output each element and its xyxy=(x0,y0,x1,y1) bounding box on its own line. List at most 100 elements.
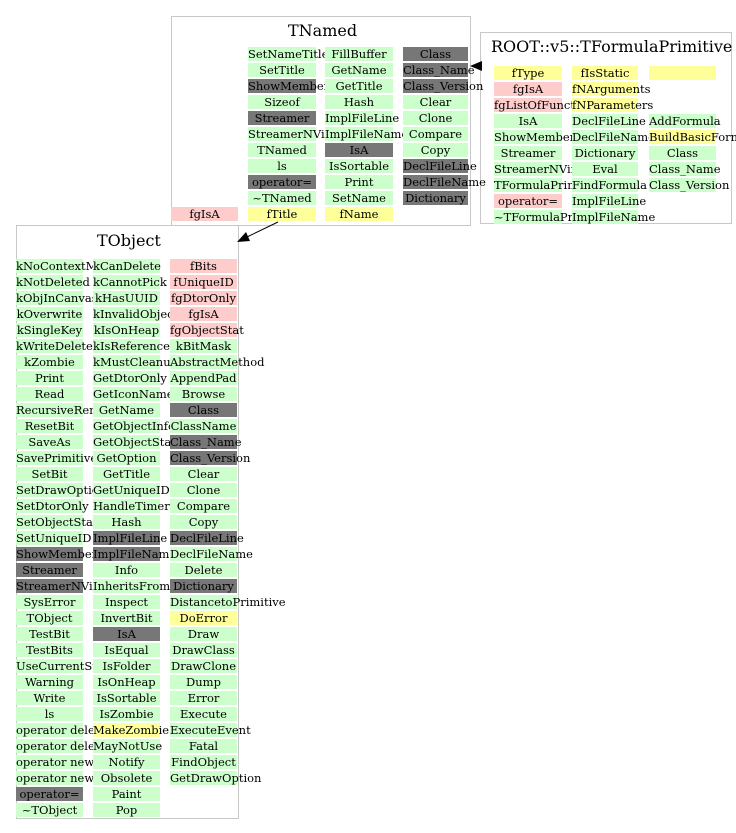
formula-member-buildbasicformulas: BuildBasicFormulas xyxy=(649,130,736,144)
tobject-member-iszombie: IsZombie xyxy=(93,707,160,721)
tobject-member-kisreferenced: kIsReferenced xyxy=(93,339,178,353)
formula-member-tformulaprimitive: TFormulaPrimitive xyxy=(494,178,604,192)
tobject-member-fbits: fBits xyxy=(170,259,237,273)
tobject-member-getobjectstat: GetObjectStat xyxy=(93,435,176,449)
formula-member-implfilename: ImplFileName xyxy=(572,210,656,224)
arrowhead-to-tnamed xyxy=(470,61,482,71)
tobject-member-print: Print xyxy=(16,371,83,385)
tobject-member-notify: Notify xyxy=(93,755,160,769)
tobject-member-isa: IsA xyxy=(93,627,160,641)
tobject-member-kinvalidobject: kInvalidObject xyxy=(93,307,179,321)
formula-member-empty xyxy=(649,98,716,112)
tobject-member-handletimer: HandleTimer xyxy=(93,499,170,513)
tobject-member-copy: Copy xyxy=(170,515,237,529)
tobject-member-tobject: ~TObject xyxy=(16,803,83,817)
tobject-title: TObject xyxy=(97,231,161,250)
tobject-member-kbitmask: kBitMask xyxy=(170,339,237,353)
tobject-member-hash: Hash xyxy=(93,515,160,529)
tobject-member-inspect: Inspect xyxy=(93,595,160,609)
tnamed-member-declfileline: DeclFileLine xyxy=(403,159,477,173)
tobject-member-gettitle: GetTitle xyxy=(93,467,160,481)
formula-member-fnarguments: fNArguments xyxy=(572,82,651,96)
tnamed-member-print: Print xyxy=(325,175,393,189)
tnamed-member-sizeof: Sizeof xyxy=(248,95,316,109)
tnamed-member-declfilename: DeclFileName xyxy=(403,175,486,189)
tobject-member-getobjectinfo: GetObjectInfo xyxy=(93,419,175,433)
tobject-member-isequal: IsEqual xyxy=(93,643,160,657)
tobject-member-saveprimitive: SavePrimitive xyxy=(16,451,98,465)
tobject-member-streamer: Streamer xyxy=(16,563,83,577)
tnamed-member-compare: Compare xyxy=(403,127,468,141)
tnamed-member-setnametitle: SetNameTitle xyxy=(248,47,329,61)
tnamed-member-fgisa: fgIsA xyxy=(171,207,238,221)
tobject-member-isfolder: IsFolder xyxy=(93,659,160,673)
tobject-member-testbit: TestBit xyxy=(16,627,83,641)
formula-member-ftype: fType xyxy=(494,66,562,80)
tnamed-member-gettitle: GetTitle xyxy=(325,79,393,93)
formula-member-class-name: Class_Name xyxy=(649,162,721,176)
formula-member-streamer: Streamer xyxy=(494,146,562,160)
tnamed-member-copy: Copy xyxy=(403,143,468,157)
tobject-member-koverwrite: kOverwrite xyxy=(16,307,83,321)
tobject-member-operator-delete: operator delete xyxy=(16,723,107,737)
tobject-member-setuniqueid: SetUniqueID xyxy=(16,531,92,545)
tobject-member-class-name: Class_Name xyxy=(170,435,242,449)
tobject-member-getdrawoption: GetDrawOption xyxy=(170,771,262,785)
tobject-member-showmembers: ShowMembers xyxy=(16,547,104,561)
tobject-member-funiqueid: fUniqueID xyxy=(170,275,237,289)
tobject-member-ksinglekey: kSingleKey xyxy=(16,323,83,337)
tnamed-title: TNamed xyxy=(288,21,358,40)
tobject-member-dump: Dump xyxy=(170,675,237,689)
tobject-member-ls: ls xyxy=(16,707,83,721)
tobject-member-obsolete: Obsolete xyxy=(93,771,160,785)
edge-tnamed-to-tobject xyxy=(246,221,279,238)
tnamed-member-ls: ls xyxy=(248,159,316,173)
tobject-member-drawclone: DrawClone xyxy=(170,659,237,673)
formula-member-class: Class xyxy=(649,146,716,160)
tobject-member-kisonheap: kIsOnHeap xyxy=(93,323,160,337)
tobject-member-class: Class xyxy=(170,403,237,417)
tobject-member-classname: ClassName xyxy=(170,419,237,433)
tobject-member-kcannotpick: kCannotPick xyxy=(93,275,167,289)
tnamed-member-implfileline: ImplFileLine xyxy=(325,111,400,125)
tobject-member-pop: Pop xyxy=(93,803,160,817)
tobject-member-syserror: SysError xyxy=(16,595,83,609)
formula-member-fisstatic: fIsStatic xyxy=(572,66,638,80)
tnamed-member-dictionary: Dictionary xyxy=(403,191,468,205)
tobject-member-execute: Execute xyxy=(170,707,237,721)
tnamed-member-showmembers: ShowMembers xyxy=(248,79,336,93)
tnamed-member-clear: Clear xyxy=(403,95,468,109)
formula-member-empty xyxy=(649,82,716,96)
tobject-member-tobject: TObject xyxy=(16,611,83,625)
tnamed-member-implfilename: ImplFileName xyxy=(325,127,409,141)
tobject-member-getoption: GetOption xyxy=(93,451,160,465)
tobject-member-setbit: SetBit xyxy=(16,467,83,481)
tnamed-member-tnamed: ~TNamed xyxy=(248,191,316,205)
formula-member-empty xyxy=(649,66,716,80)
tobject-member-setdrawoption: SetDrawOption xyxy=(16,483,107,497)
tnamed-member-class-version: Class_Version xyxy=(403,79,484,93)
tobject-member-kwritedelete: kWriteDelete xyxy=(16,339,93,353)
tobject-member-kmustcleanup: kMustCleanup xyxy=(93,355,178,369)
formula-member-addformula: AddFormula xyxy=(649,114,721,128)
tobject-member-setdtoronly: SetDtorOnly xyxy=(16,499,89,513)
tobject-member-error: Error xyxy=(170,691,237,705)
tobject-member-clone: Clone xyxy=(170,483,237,497)
tobject-member-compare: Compare xyxy=(170,499,237,513)
tobject-member-info: Info xyxy=(93,563,160,577)
tobject-member-class-version: Class_Version xyxy=(170,451,251,465)
tnamed-member-setname: SetName xyxy=(325,191,393,205)
tnamed-member-fname: fName xyxy=(325,207,393,221)
tobject-member-setobjectstat: SetObjectStat xyxy=(16,515,98,529)
tnamed-member-issortable: IsSortable xyxy=(325,159,393,173)
tobject-member-kcandelete: kCanDelete xyxy=(93,259,161,273)
tobject-member-drawclass: DrawClass xyxy=(170,643,237,657)
tobject-member-implfileline: ImplFileLine xyxy=(93,531,168,545)
tobject-member-warning: Warning xyxy=(16,675,83,689)
formula-member-showmembers: ShowMembers xyxy=(494,130,582,144)
tobject-member-kobjincanvas: kObjInCanvas xyxy=(16,291,98,305)
formula-member-findformula: FindFormula xyxy=(572,178,648,192)
formula-member-operator: operator= xyxy=(494,194,562,208)
tobject-member-write: Write xyxy=(16,691,83,705)
